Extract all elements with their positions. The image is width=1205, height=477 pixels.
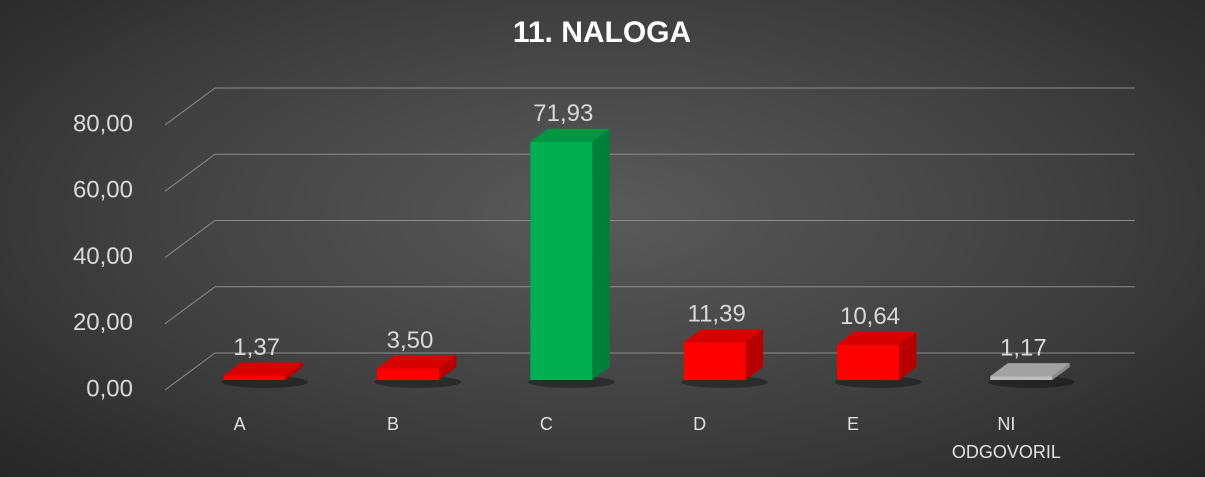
bar-top bbox=[377, 355, 457, 369]
grid-line bbox=[164, 153, 1135, 192]
bar-side bbox=[745, 329, 764, 381]
grid-line bbox=[164, 352, 1135, 391]
bar bbox=[990, 376, 1053, 381]
bar-top bbox=[530, 128, 610, 142]
grid-line bbox=[164, 87, 1135, 126]
bar-top bbox=[223, 362, 304, 376]
y-tick-label: 20,00 bbox=[73, 309, 133, 336]
x-tick-label: A bbox=[233, 414, 246, 434]
bar-top bbox=[990, 363, 1070, 377]
y-tick-label: 80,00 bbox=[73, 110, 133, 137]
value-label: 11,39 bbox=[688, 301, 746, 328]
x-tick-label: C bbox=[539, 414, 553, 434]
bar-side bbox=[439, 355, 457, 381]
bar bbox=[223, 375, 286, 381]
x-tick-label: D bbox=[693, 414, 707, 434]
chart-title: 11. NALOGA bbox=[513, 16, 691, 49]
x-tick-label: E bbox=[846, 414, 859, 434]
y-tick-label: 0,00 bbox=[86, 375, 133, 402]
bar bbox=[837, 344, 899, 381]
grid-line bbox=[164, 286, 1135, 325]
bar bbox=[377, 368, 439, 381]
value-label: 71,93 bbox=[533, 100, 593, 127]
bar-side bbox=[592, 128, 610, 381]
x-tick-label: NI ODGOVORIL bbox=[951, 414, 1061, 462]
value-label: 1,17 bbox=[1000, 335, 1047, 362]
y-tick-label: 60,00 bbox=[73, 177, 133, 204]
value-label: 1,37 bbox=[233, 334, 280, 361]
bar-side bbox=[285, 362, 304, 381]
value-label: 10,64 bbox=[840, 303, 900, 330]
y-tick-label: 40,00 bbox=[73, 243, 133, 270]
bar bbox=[683, 342, 746, 381]
value-label: 3,50 bbox=[387, 327, 434, 354]
grid-line bbox=[164, 220, 1135, 258]
bar-side bbox=[1052, 363, 1070, 381]
bar-top bbox=[683, 329, 764, 343]
x-tick-label: B bbox=[386, 414, 399, 434]
bar-top bbox=[837, 331, 917, 345]
bar bbox=[530, 141, 593, 381]
bar-side bbox=[899, 331, 917, 381]
